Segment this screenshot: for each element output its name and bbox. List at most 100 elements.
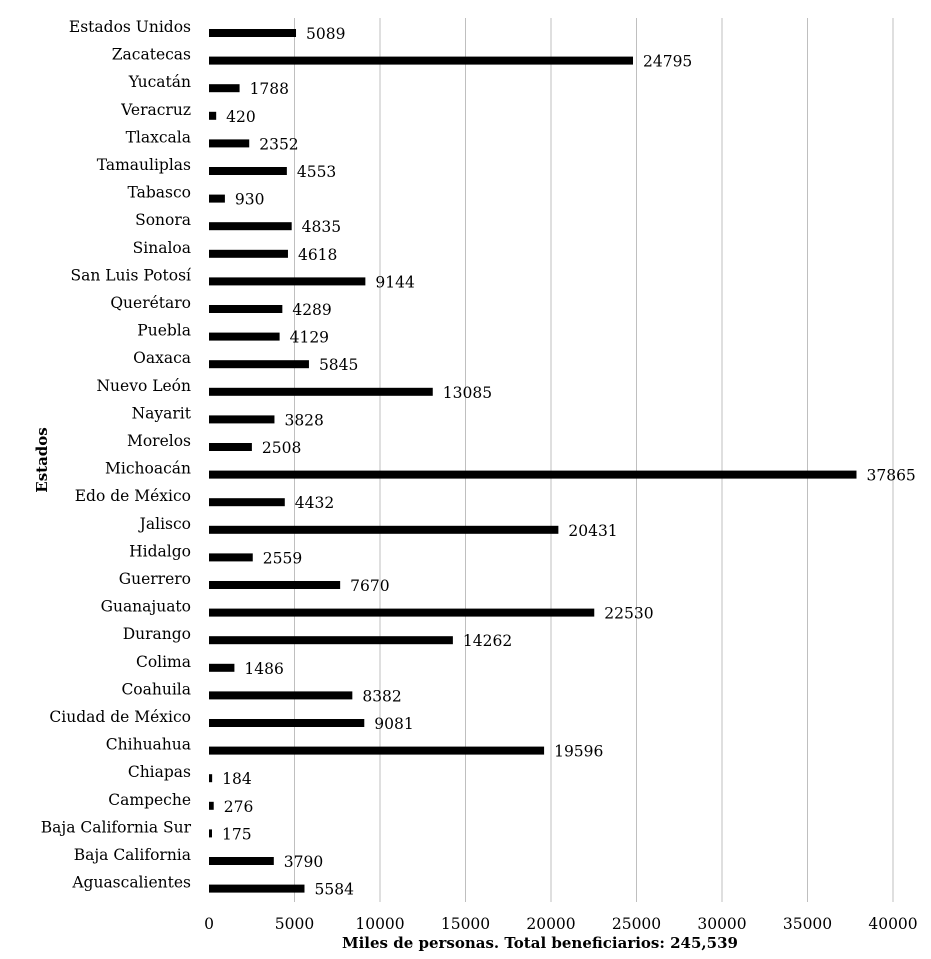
category-label: Edo de México — [75, 487, 191, 505]
data-label: 9081 — [374, 715, 413, 733]
bar — [209, 884, 305, 893]
bar — [209, 498, 285, 507]
category-label: Jalisco — [138, 515, 191, 533]
category-label: San Luis Potosí — [71, 266, 193, 284]
bar — [209, 663, 235, 672]
bar — [209, 29, 297, 37]
x-tick-label: 40000 — [868, 915, 917, 933]
category-label: Campeche — [108, 791, 191, 809]
data-label: 13085 — [443, 384, 492, 402]
data-label: 1788 — [250, 80, 289, 98]
bar — [209, 553, 253, 562]
data-label: 9144 — [375, 273, 415, 291]
bar — [209, 249, 288, 258]
bar — [209, 222, 292, 231]
data-label: 930 — [235, 191, 265, 209]
x-tick-label: 20000 — [526, 915, 575, 933]
bar — [209, 443, 252, 451]
bar — [209, 111, 217, 120]
data-label: 24795 — [643, 53, 692, 71]
bar — [209, 56, 633, 65]
category-label: Zacatecas — [112, 46, 191, 64]
data-label: 19596 — [554, 743, 603, 761]
data-label: 4618 — [298, 246, 337, 264]
category-label: Chihuahua — [106, 736, 191, 754]
bar — [209, 829, 212, 838]
category-label: Sinaloa — [133, 239, 191, 257]
data-label: 2352 — [259, 135, 298, 153]
data-label: 5089 — [306, 25, 345, 43]
data-label: 7670 — [350, 577, 389, 595]
bar — [209, 719, 365, 727]
data-label: 276 — [224, 798, 254, 816]
data-label: 37865 — [866, 467, 915, 485]
data-label: 3828 — [284, 411, 323, 429]
category-label: Nayarit — [132, 404, 192, 422]
bar — [209, 415, 275, 424]
data-label: 5845 — [319, 356, 358, 374]
data-label: 175 — [222, 825, 252, 843]
category-label: Veracruz — [120, 101, 191, 119]
x-tick-label: 35000 — [783, 915, 832, 933]
data-label: 420 — [226, 108, 256, 126]
category-label: Puebla — [137, 322, 191, 340]
bar — [209, 305, 283, 313]
category-label: Tabasco — [127, 184, 191, 202]
data-label: 2508 — [262, 439, 301, 457]
category-label: Hidalgo — [129, 542, 191, 560]
data-label: 3790 — [284, 853, 323, 871]
category-label: Ciudad de México — [49, 708, 191, 726]
category-label: Tlaxcala — [126, 128, 191, 146]
bar — [209, 139, 250, 148]
data-label: 4432 — [295, 494, 334, 512]
category-label: Baja California Sur — [41, 818, 192, 836]
bar — [209, 581, 341, 589]
data-label: 4289 — [292, 301, 331, 319]
bar — [209, 470, 857, 479]
x-axis-title: Miles de personas. Total beneficiarios: … — [342, 934, 738, 952]
x-tick-label: 0 — [204, 915, 214, 933]
data-label: 4129 — [290, 329, 329, 347]
data-label: 4553 — [297, 163, 336, 181]
category-label: Querétaro — [110, 294, 191, 312]
bar — [209, 636, 453, 645]
category-label: Estados Unidos — [69, 18, 191, 36]
data-label: 5584 — [314, 881, 354, 899]
y-axis-title: Estados — [33, 427, 51, 492]
bar — [209, 746, 545, 755]
data-label: 20431 — [568, 522, 617, 540]
x-tick-label: 30000 — [697, 915, 746, 933]
bar — [209, 801, 214, 810]
bar — [209, 525, 559, 534]
bar — [209, 84, 240, 93]
category-label: Guanajuato — [101, 598, 191, 616]
category-label: Coahuila — [121, 680, 191, 698]
data-label: 1486 — [244, 660, 283, 678]
bar — [209, 194, 225, 203]
x-tick-labels: 0 5000 10000 15000 20000 25000 30000 35000 40000 — [204, 915, 918, 933]
data-label: 184 — [222, 770, 252, 788]
category-label: Sonora — [135, 211, 191, 229]
data-label: 4835 — [302, 218, 341, 236]
bar — [209, 277, 366, 286]
category-label: Oaxaca — [133, 349, 191, 367]
gridlines — [294, 18, 894, 902]
data-label: 8382 — [362, 687, 401, 705]
bar — [209, 332, 280, 341]
bar — [209, 691, 353, 700]
category-label: Aguascalientes — [71, 874, 191, 892]
category-label: Durango — [123, 625, 191, 643]
category-label: Michoacán — [105, 460, 191, 478]
bar — [209, 608, 595, 617]
bar — [209, 857, 274, 865]
category-label: Guerrero — [119, 570, 191, 588]
x-tick-label: 25000 — [612, 915, 661, 933]
data-label: 22530 — [604, 605, 653, 623]
bar — [209, 167, 287, 175]
category-label: Chiapas — [128, 763, 191, 781]
x-tick-label: 5000 — [275, 915, 314, 933]
category-label: Baja California — [74, 846, 191, 864]
bar — [209, 774, 213, 783]
